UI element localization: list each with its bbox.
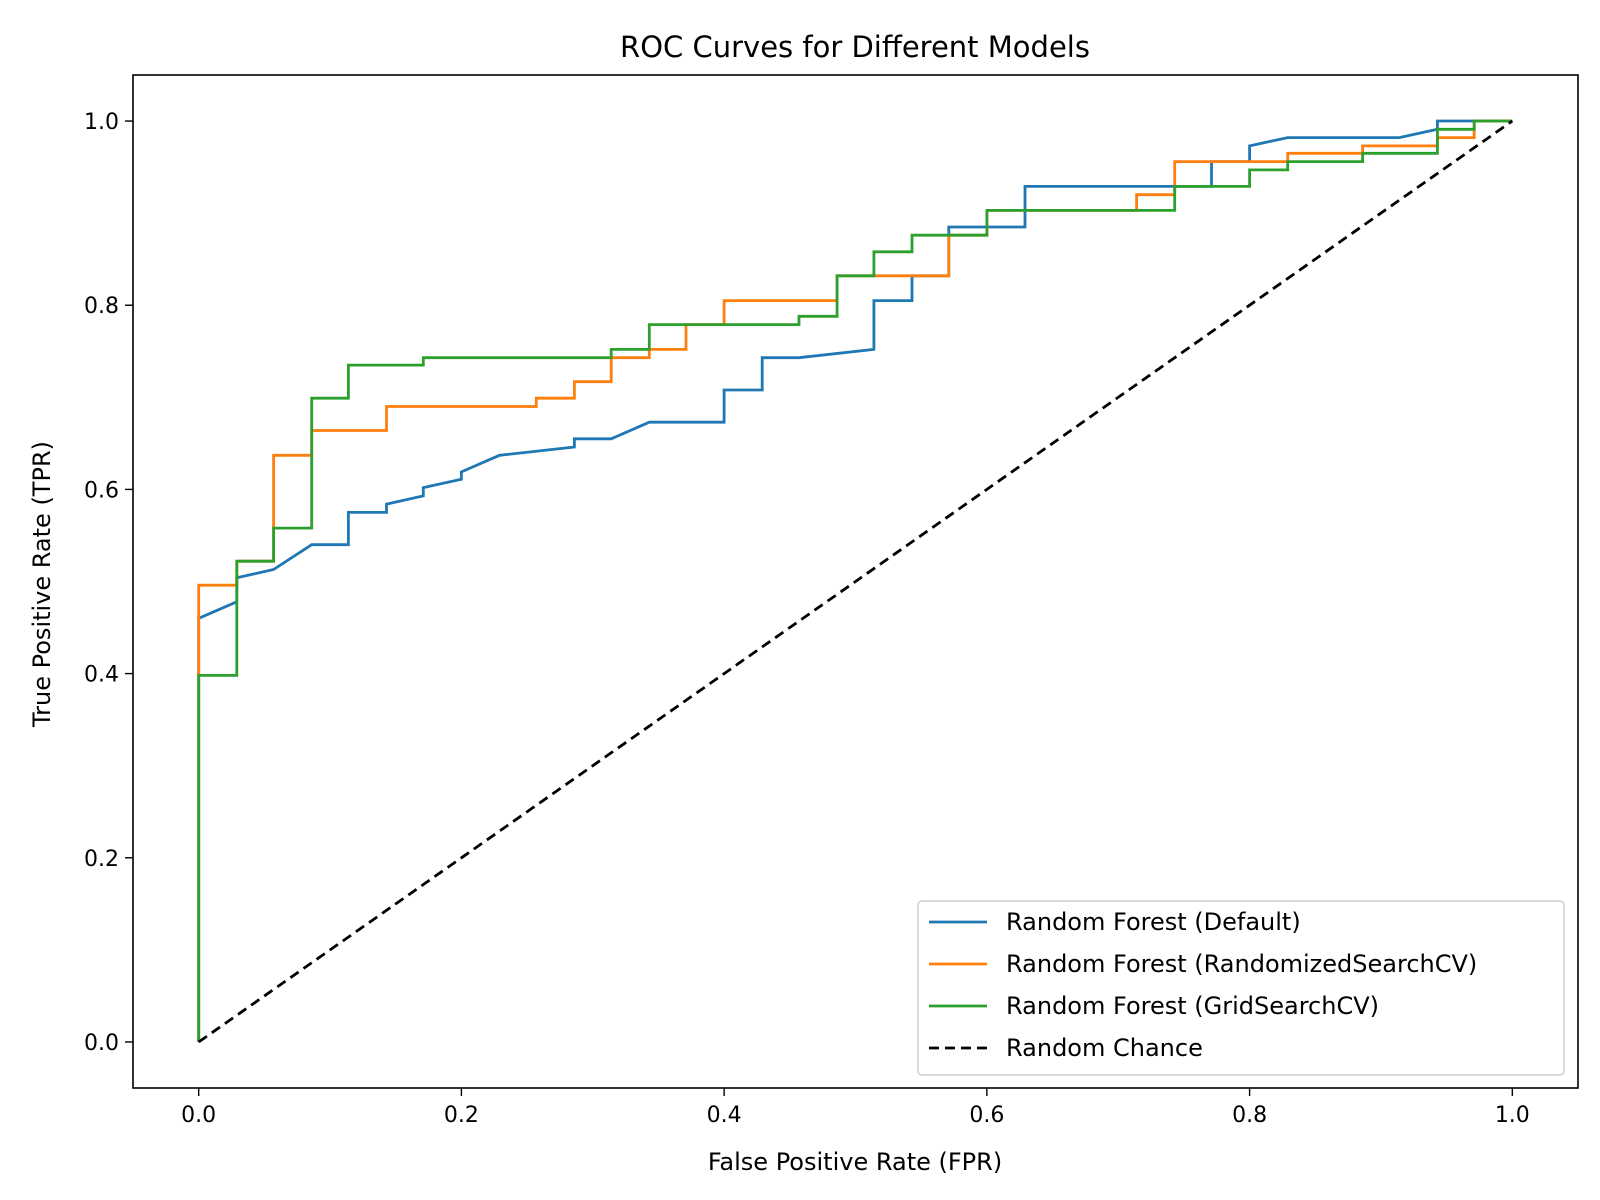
- axes-frame: [132, 74, 1579, 1089]
- y-axis-label: True Positive Rate (TPR): [28, 441, 56, 728]
- y-tick-label: 0.8: [84, 294, 119, 319]
- x-tick-label: 0.2: [444, 1103, 479, 1128]
- axis-ticks: 0.0 0.2 0.4 0.6 0.8 1.0 0.0 0.2 0.4 0.6 0.8 1.0: [84, 110, 1530, 1128]
- x-tick-label: 1.0: [1495, 1103, 1530, 1128]
- y-tick-label: 0.6: [84, 478, 119, 503]
- legend-entry-label: Random Forest (Default): [1006, 908, 1301, 936]
- x-tick-label: 0.0: [181, 1103, 216, 1128]
- plot-area: [132, 74, 1579, 1089]
- x-tick-label: 0.8: [1232, 1103, 1267, 1128]
- series-line-3: [197, 119, 1514, 1044]
- chart-title: ROC Curves for Different Models: [620, 30, 1090, 64]
- y-tick-label: 0.4: [84, 663, 119, 688]
- y-tick-label: 0.0: [84, 1031, 119, 1056]
- legend-entry-label: Random Forest (RandomizedSearchCV): [1006, 950, 1477, 978]
- legend-entry-label: Random Forest (GridSearchCV): [1006, 992, 1379, 1020]
- legend-entry-label: Random Chance: [1006, 1034, 1203, 1062]
- y-tick-label: 1.0: [84, 110, 119, 135]
- x-tick-label: 0.4: [707, 1103, 742, 1128]
- y-tick-label: 0.2: [84, 847, 119, 872]
- x-axis-label: False Positive Rate (FPR): [708, 1148, 1002, 1176]
- series-line-2: [197, 119, 1513, 1042]
- x-tick-label: 0.6: [969, 1103, 1004, 1128]
- legend: Random Forest (Default) Random Forest (Ra…: [917, 900, 1565, 1076]
- legend-box: [917, 900, 1565, 1076]
